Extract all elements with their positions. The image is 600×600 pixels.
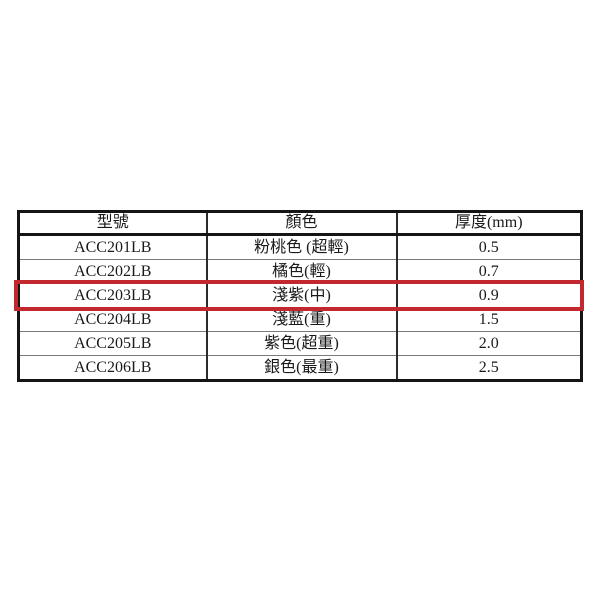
- model-cell: ACC202LB: [18, 259, 207, 284]
- column-header-model: 型號: [18, 211, 207, 236]
- color-cell: 橘色(輕): [205, 259, 397, 284]
- table-row-highlighted: ACC203LB 淺紫(中) 0.9: [18, 283, 582, 308]
- thickness-cell: 0.9: [395, 283, 582, 308]
- model-cell: ACC204LB: [18, 307, 207, 332]
- table-row: ACC204LB 淺藍(重) 1.5: [18, 307, 582, 332]
- color-cell: 銀色(最重): [205, 355, 397, 381]
- thickness-cell: 0.5: [395, 234, 582, 260]
- spec-table-body: ACC201LB 粉桃色 (超輕) 0.5 ACC202LB 橘色(輕) 0.7…: [18, 234, 582, 381]
- header-row: 型號 顏色 厚度(mm): [18, 211, 582, 236]
- color-cell: 淺藍(重): [205, 307, 397, 332]
- model-cell: ACC205LB: [18, 331, 207, 356]
- table-row: ACC201LB 粉桃色 (超輕) 0.5: [19, 234, 582, 260]
- table-row: ACC202LB 橘色(輕) 0.7: [18, 259, 582, 284]
- color-cell: 粉桃色 (超輕): [205, 234, 397, 260]
- table-row: ACC205LB 紫色(超重) 2.0: [18, 331, 582, 356]
- thickness-cell: 2.5: [395, 355, 582, 381]
- model-cell: ACC203LB: [18, 283, 207, 308]
- model-cell: ACC206LB: [18, 355, 207, 381]
- column-header-color: 顏色: [205, 211, 397, 236]
- thickness-cell: 2.0: [395, 331, 582, 356]
- spec-table-header: 型號 顏色 厚度(mm): [18, 211, 582, 236]
- color-cell: 淺紫(中): [205, 283, 397, 308]
- thickness-cell: 1.5: [395, 307, 582, 332]
- model-cell: ACC201LB: [74, 239, 152, 256]
- column-header-thickness: 厚度(mm): [395, 211, 582, 236]
- spec-table: 型號 顏色 厚度(mm) ACC201LB 粉桃色 (超輕) 0.5 ACC20…: [17, 210, 583, 382]
- thickness-cell: 0.7: [395, 259, 582, 284]
- color-cell: 紫色(超重): [205, 331, 397, 356]
- table-row: ACC206LB 銀色(最重) 2.5: [18, 355, 582, 381]
